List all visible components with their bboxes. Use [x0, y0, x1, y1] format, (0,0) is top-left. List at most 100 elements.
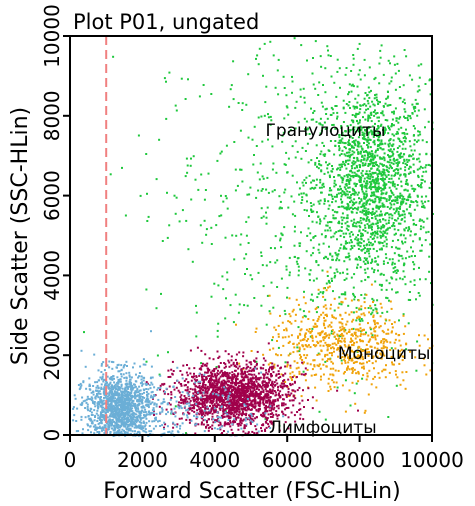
data-point	[303, 101, 306, 104]
data-point	[384, 187, 387, 190]
data-point	[221, 399, 224, 402]
data-point	[228, 380, 230, 383]
data-point	[396, 163, 399, 166]
data-point	[303, 361, 305, 364]
data-point	[236, 361, 238, 364]
data-point	[345, 232, 348, 235]
data-point	[413, 149, 416, 152]
data-point	[265, 406, 268, 409]
data-point	[389, 213, 392, 216]
data-point	[369, 177, 372, 180]
data-point	[379, 210, 382, 213]
data-point	[415, 369, 418, 372]
data-point	[292, 404, 295, 407]
data-point	[402, 195, 405, 198]
data-point	[240, 380, 243, 383]
data-point	[249, 373, 252, 376]
data-point	[399, 194, 402, 197]
data-point	[403, 160, 406, 163]
data-point	[216, 350, 219, 353]
data-point	[391, 145, 394, 148]
data-point	[347, 225, 350, 228]
data-point	[396, 147, 399, 149]
data-point	[376, 299, 379, 302]
data-point	[237, 413, 240, 416]
data-point	[234, 293, 237, 296]
data-point	[237, 382, 240, 384]
data-point	[193, 399, 196, 402]
data-point	[308, 174, 311, 177]
data-point	[351, 140, 354, 143]
data-point	[311, 186, 314, 189]
data-point	[382, 129, 384, 131]
data-point	[304, 336, 307, 338]
data-point	[380, 353, 383, 356]
data-point	[344, 311, 347, 314]
data-point	[320, 375, 322, 378]
data-point	[296, 350, 299, 353]
data-point	[393, 262, 396, 265]
data-point	[375, 195, 378, 198]
data-point	[297, 336, 299, 339]
data-point	[380, 272, 383, 275]
data-point	[353, 142, 356, 145]
data-point	[252, 383, 255, 386]
data-point	[412, 268, 415, 271]
data-point	[94, 381, 97, 384]
data-point	[281, 387, 284, 390]
data-point	[378, 376, 381, 379]
data-point	[364, 207, 367, 210]
data-point	[324, 128, 327, 130]
data-point	[268, 368, 270, 371]
data-point	[362, 151, 365, 153]
data-point	[381, 177, 384, 180]
data-point	[367, 276, 370, 279]
data-point	[370, 191, 373, 194]
data-point	[108, 394, 111, 397]
data-point	[271, 339, 274, 342]
data-point	[220, 397, 223, 399]
data-point	[251, 403, 254, 406]
data-point	[384, 128, 387, 131]
data-point	[367, 163, 370, 165]
data-point	[330, 277, 333, 280]
data-point	[345, 174, 348, 177]
data-point	[336, 58, 339, 61]
data-point	[379, 146, 382, 149]
data-point	[325, 282, 328, 285]
data-point	[269, 362, 272, 364]
data-point	[254, 425, 257, 428]
data-point	[207, 172, 210, 175]
data-point	[333, 195, 336, 198]
data-point	[298, 187, 301, 190]
data-point	[395, 332, 398, 335]
data-point	[247, 431, 250, 434]
data-point	[408, 212, 411, 215]
data-point	[294, 390, 297, 393]
data-point	[261, 382, 264, 384]
data-point	[245, 406, 248, 409]
data-point	[266, 382, 268, 385]
data-point	[304, 379, 307, 382]
data-point	[303, 117, 306, 120]
data-point	[196, 409, 199, 412]
data-point	[344, 188, 347, 191]
data-point	[324, 215, 327, 218]
data-point	[272, 54, 275, 57]
data-point	[399, 97, 402, 100]
data-point	[207, 389, 210, 391]
data-point	[363, 132, 366, 135]
data-point	[262, 363, 265, 366]
data-point	[319, 367, 322, 370]
data-point	[352, 318, 355, 321]
data-point	[373, 180, 376, 183]
data-point	[408, 154, 411, 157]
data-point	[306, 234, 309, 237]
data-point	[393, 233, 396, 236]
data-point	[247, 216, 250, 219]
data-point	[257, 393, 260, 395]
data-point	[356, 140, 359, 143]
data-point	[359, 316, 361, 319]
data-point	[374, 76, 377, 79]
data-point	[246, 268, 248, 270]
